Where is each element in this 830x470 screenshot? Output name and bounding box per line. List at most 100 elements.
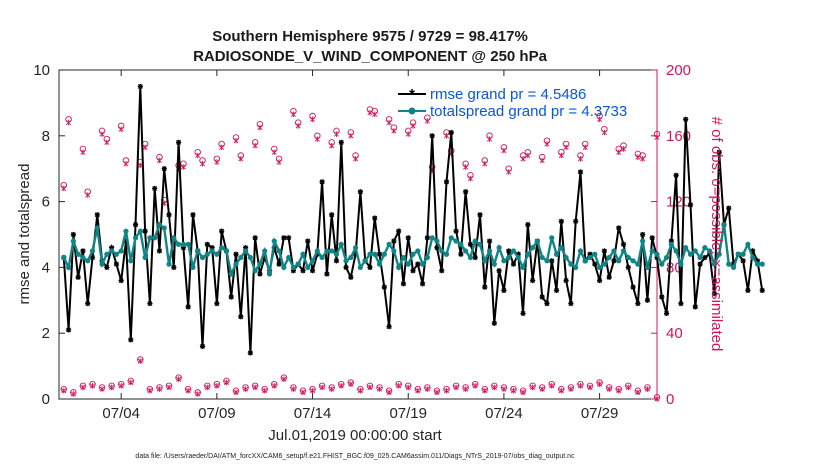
rmse-marker-stroke (448, 130, 454, 135)
rmse-marker-stroke (601, 248, 607, 254)
obs-assimilated-point (271, 383, 277, 389)
obs-assimilated-point (386, 119, 392, 126)
rmse-marker-stroke (673, 172, 679, 178)
rmse-point (238, 314, 244, 320)
rmse-marker-stroke (563, 278, 569, 284)
rmse-point (573, 218, 579, 224)
obs-assimilated-point (300, 389, 306, 396)
obs-assimilated-point (491, 384, 497, 391)
obs-assimilated-point (338, 383, 344, 389)
rmse-point (530, 277, 536, 284)
obs-assimilated-point (501, 386, 507, 392)
obs-assimilated-point (200, 160, 206, 167)
rmse-point (568, 300, 574, 307)
totalspread-point (348, 254, 354, 261)
obs-assimilated-point (252, 384, 258, 391)
totalspread-point (190, 264, 196, 270)
obs-assimilated-point (80, 149, 86, 156)
obs-assimilated-point (310, 116, 316, 123)
rmse-point (501, 287, 507, 294)
rmse-point (171, 264, 177, 270)
rmse-marker-stroke (482, 284, 488, 290)
totalspread-point (740, 251, 746, 257)
rmse-point (635, 300, 641, 307)
totalspread-point (606, 254, 612, 261)
obs-assimilated-point (482, 387, 488, 394)
totalspread-point (152, 235, 158, 241)
obs-assimilated-point (372, 111, 378, 118)
totalspread-point (491, 261, 497, 267)
obs-assimilated-point (204, 384, 210, 391)
totalspread-point (568, 261, 574, 267)
totalspread-point (573, 264, 579, 270)
totalspread-point (730, 264, 737, 270)
rmse-marker-stroke (372, 215, 378, 221)
totalspread-point (247, 254, 253, 261)
obs-assimilated-point (367, 109, 373, 116)
totalspread-point (94, 225, 100, 231)
obs-assimilated-point (243, 386, 249, 392)
obs-assimilated-point (482, 160, 488, 167)
rmse-point (663, 310, 670, 317)
totalspread-point (89, 248, 96, 254)
totalspread-point (419, 261, 426, 267)
rmse-point (491, 320, 497, 326)
x-tick-label: 07/24 (485, 405, 523, 422)
rmse-point (558, 218, 564, 224)
obs-assimilated-point (625, 384, 631, 391)
rmse-point (357, 189, 363, 195)
totalspread-point (654, 251, 660, 257)
totalspread-point (271, 238, 277, 244)
rmse-point (439, 268, 445, 274)
obs-assimilated-point (410, 123, 416, 129)
totalspread-point (482, 258, 488, 264)
rmse-marker-stroke (85, 301, 91, 307)
rmse-point (510, 261, 517, 267)
obs-assimilated-point (61, 387, 67, 394)
obs-assimilated-point (252, 142, 258, 149)
totalspread-point (367, 251, 373, 257)
obs-assimilated-point (424, 118, 430, 124)
rmse-marker-stroke (185, 304, 191, 310)
rmse-point (190, 212, 196, 218)
rmse-point (386, 324, 392, 330)
rmse-marker-stroke (377, 251, 382, 257)
rmse-marker-stroke (491, 320, 497, 326)
obs-assimilated-point (463, 386, 469, 392)
obs-assimilated-point (329, 142, 335, 149)
obs-assimilated-point (620, 146, 627, 152)
obs-assimilated-point (549, 383, 555, 389)
obs-assimilated-point (262, 387, 268, 394)
y-tick-label: 4 (42, 259, 50, 276)
rmse-marker-stroke (688, 202, 693, 208)
totalspread-point (242, 248, 249, 254)
rmse-marker-stroke (577, 169, 583, 175)
rmse-point (305, 238, 311, 244)
obs-assimilated-point (367, 384, 373, 391)
rmse-point (630, 284, 636, 290)
rmse-point (429, 133, 435, 139)
rmse-marker-stroke (597, 278, 603, 284)
rmse-marker-stroke (496, 268, 502, 274)
rmse-point (673, 172, 679, 178)
totalspread-point (61, 254, 67, 261)
totalspread-point (128, 258, 134, 264)
obs-assimilated-point (137, 358, 143, 364)
rmse-marker-stroke (348, 274, 354, 280)
rmse-marker-stroke (80, 248, 86, 254)
totalspread-point (625, 254, 631, 261)
rmse-point (649, 235, 655, 241)
rmse-point (252, 235, 258, 241)
totalspread-point (295, 261, 301, 267)
rmse-marker-stroke (745, 287, 751, 293)
totalspread-point (429, 235, 435, 241)
rmse-point (711, 291, 718, 297)
totalspread-point (759, 261, 765, 267)
rmse-marker-stroke (147, 301, 153, 307)
rmse-point (644, 297, 651, 303)
rmse-marker-stroke (544, 301, 550, 307)
rmse-marker-stroke (568, 301, 574, 307)
totalspread-point (515, 254, 521, 261)
obs-assimilated-point (142, 144, 148, 151)
totalspread-point (132, 235, 139, 241)
